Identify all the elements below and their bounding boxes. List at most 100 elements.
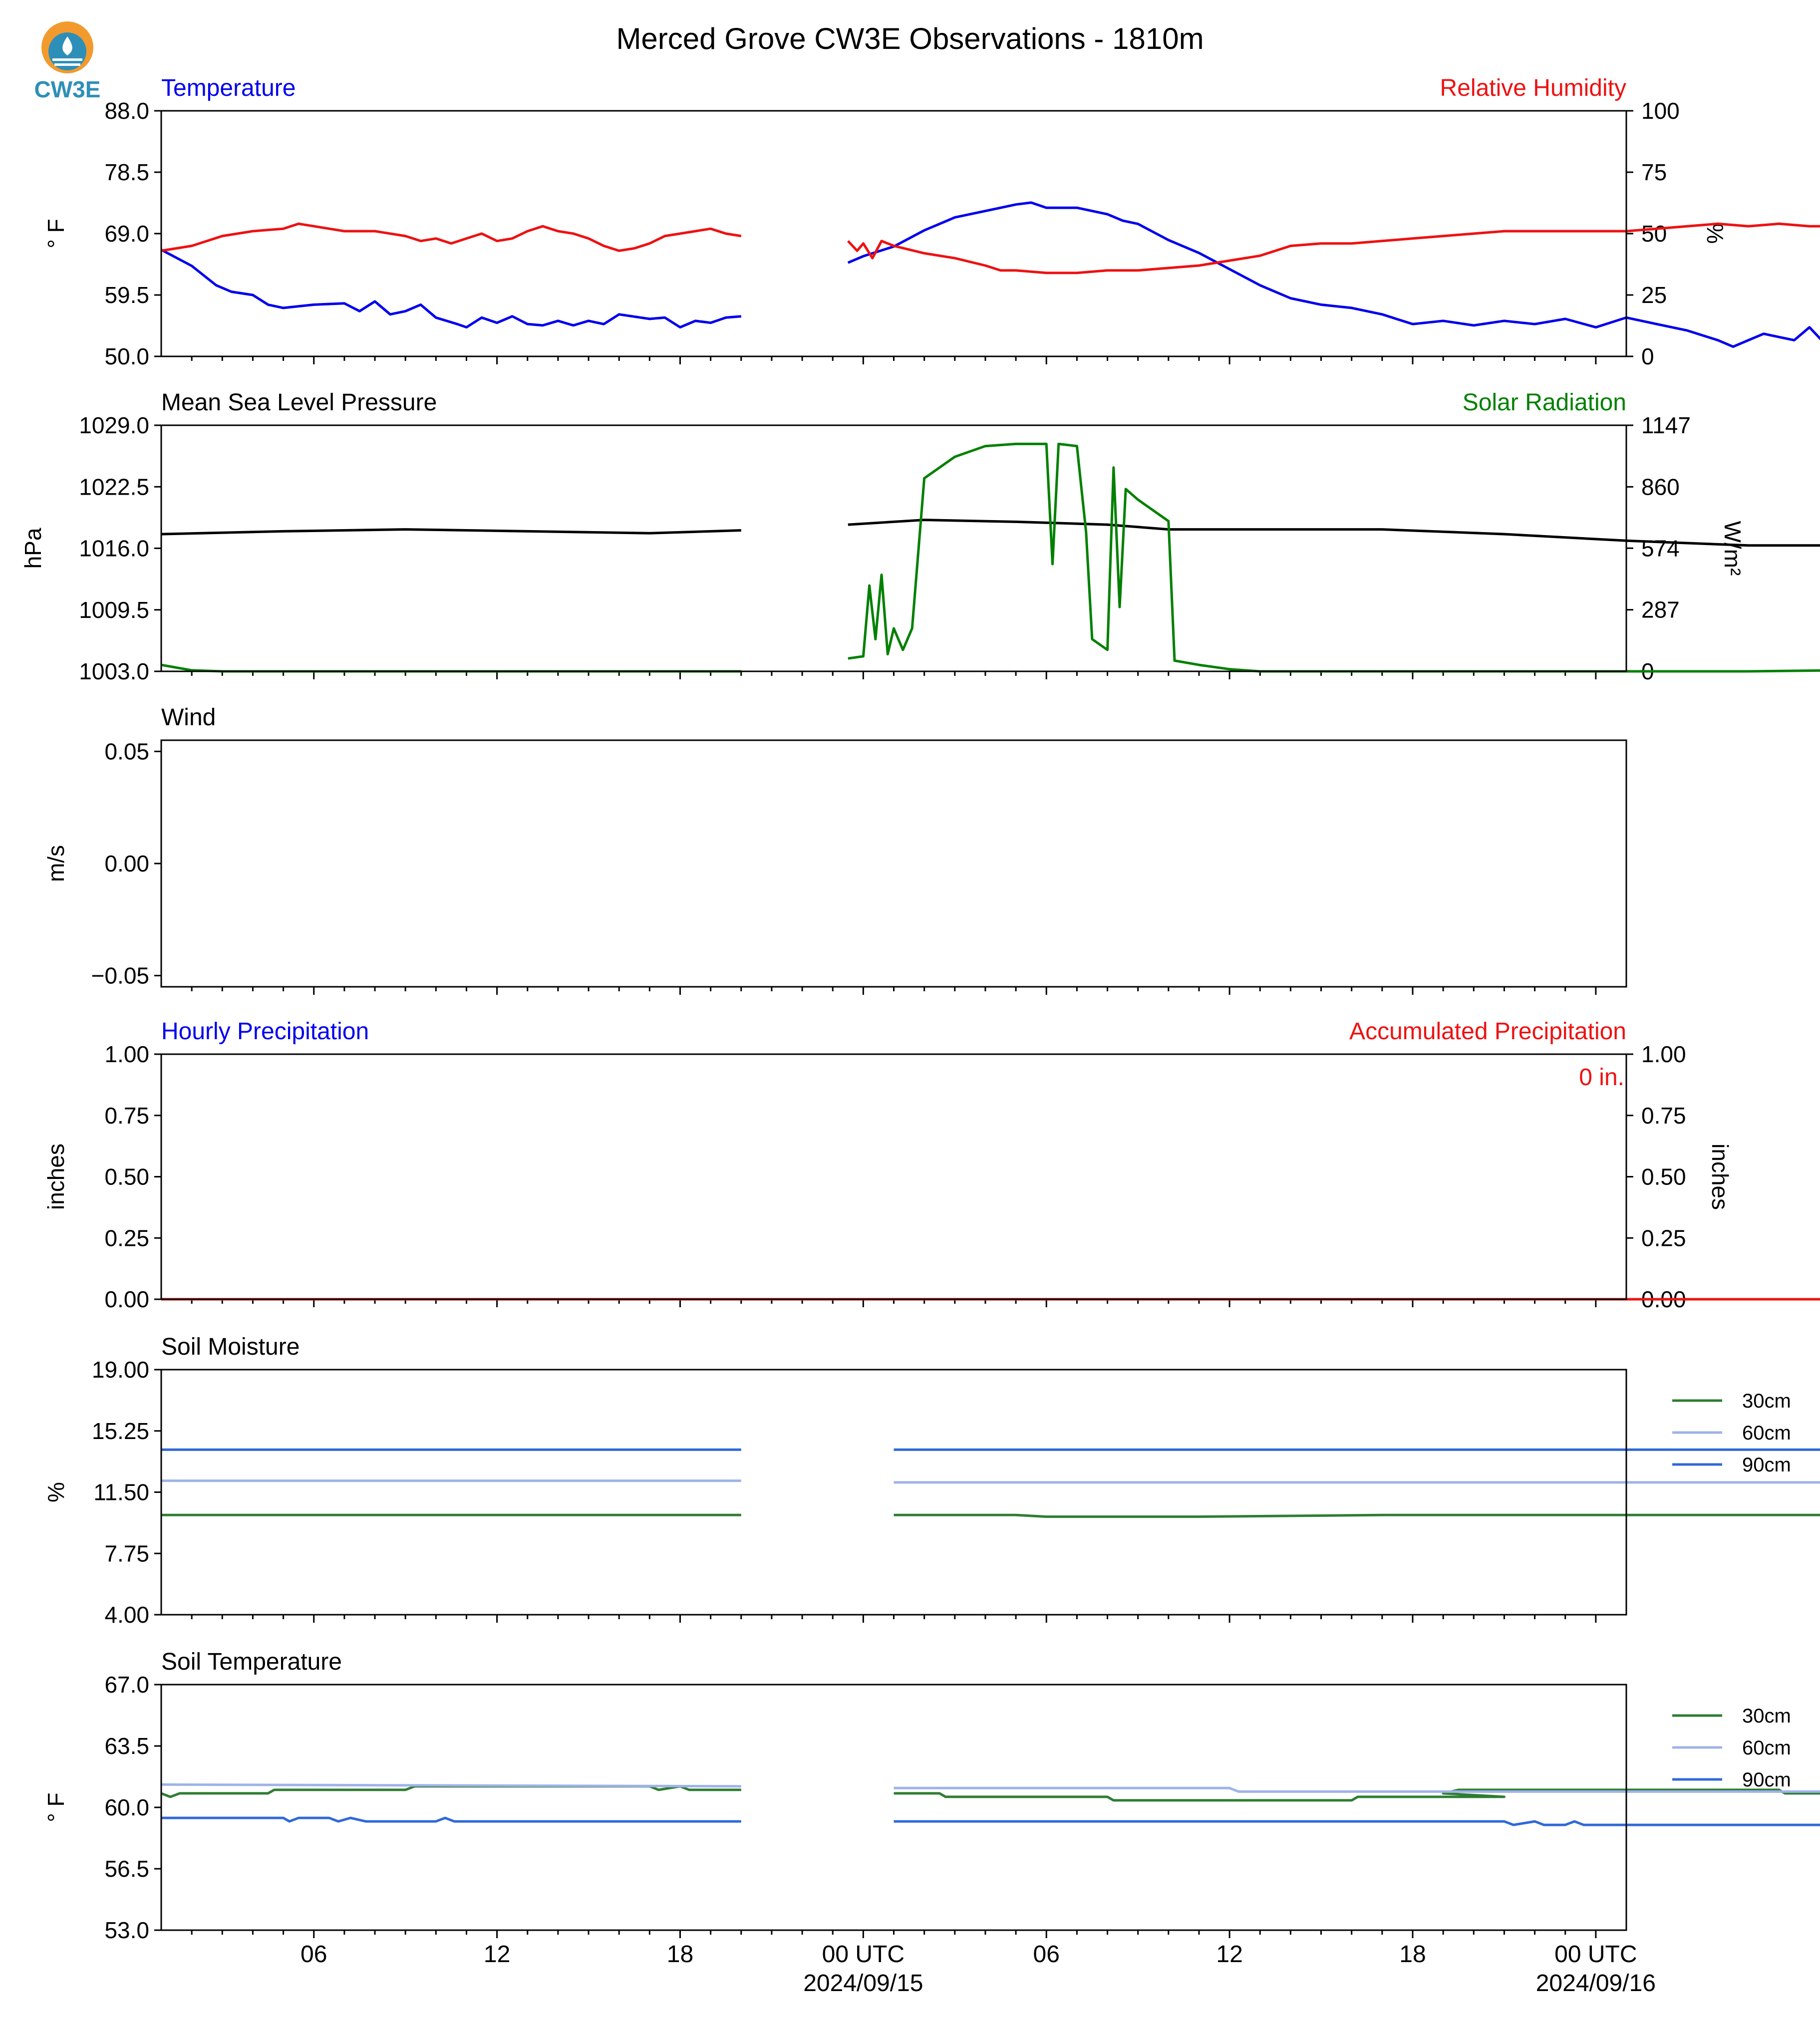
panel-title-left: Temperature [161,75,296,101]
y-axis-label: % [43,1482,69,1502]
y-tick-label: 60.0 [104,1794,149,1820]
y-tick-label: 1016.0 [79,536,149,562]
y-tick-label: 78.5 [104,159,149,185]
y-tick-label: 63.5 [104,1733,149,1759]
cw3e-logo-drop-icon [62,36,72,55]
y-tick-label: 4.00 [104,1602,149,1628]
y-tick-label: 0.00 [104,851,149,876]
series-line-30cm [894,1513,1820,1518]
plot-frame [160,424,1627,672]
panel-title-left: Soil Temperature [161,1649,342,1675]
cw3e-logo-text: CW3E [34,76,101,102]
series-line-mean-sea-level-pressure [848,519,1820,547]
y-tick-label: 11.50 [93,1479,149,1505]
y-right-tick-label: 100 [1641,98,1680,124]
legend-label: 90cm [1742,1454,1791,1476]
y-right-tick-label: 50 [1641,221,1667,247]
series-line-60cm [894,1786,1820,1793]
plot-frame [160,1053,1627,1300]
x-tick-label: 06 [301,1941,327,1968]
series-line-90cm [894,1820,1820,1826]
y-tick-label: 88.0 [104,98,149,124]
x-tick-label: 12 [1216,1941,1242,1968]
y-right-tick-label: 1147 [1641,412,1691,438]
y-tick-label: 0.25 [104,1225,149,1251]
y-tick-label: 15.25 [92,1418,149,1444]
legend-label: 30cm [1742,1705,1791,1727]
y-tick-label: −0.05 [91,963,149,989]
panels: Temperature Relative Humidity 50.0 59.5 69.0… [20,75,1820,1997]
panel-title-right: Solar Radiation [1463,389,1626,416]
legend-label: 30cm [1742,1390,1791,1412]
y-right-tick-label: 0.50 [1641,1164,1686,1190]
y-axis-label: ° F [43,1792,69,1822]
panel-4: Hourly Precipitation Accumulated Precipit… [43,1018,1820,1312]
series-line-relative-humidity [847,222,1820,275]
y-right-tick-label: 0.25 [1641,1225,1686,1251]
y-tick-label: 59.5 [104,282,149,308]
series-line-mean-sea-level-pressure [161,528,741,536]
figure-title: Merced Grove CW3E Observations - 1810m [616,22,1204,55]
y-right-tick-label: 0.75 [1641,1103,1686,1129]
y-tick-label: 0.75 [104,1103,149,1129]
series-line-90cm [161,1816,741,1823]
x-tick-label: 18 [1399,1941,1426,1968]
y-right-tick-label: 574 [1641,535,1680,561]
panel-title-right: Accumulated Precipitation [1349,1018,1626,1045]
y-tick-label: 0.05 [104,738,149,764]
y-tick-label: 56.5 [104,1856,149,1882]
y-right-tick-label: 287 [1641,597,1680,623]
y-right-tick-label: 75 [1641,159,1667,185]
x-tick-label: 00 UTC [1554,1941,1637,1968]
y-tick-label: 1022.5 [79,474,149,500]
y-right-axis-label: W/m² [1720,521,1746,576]
x-tick-date-label: 2024/09/16 [1536,1970,1656,1997]
series-line-30cm [894,1788,1820,1802]
y-right-tick-label: 25 [1641,282,1667,308]
plot-frame [160,1369,1627,1616]
panel-3: Wind −0.05 0.00 0.05 m/s [43,704,1627,995]
series-line-relative-humidity [161,222,742,252]
cw3e-logo-wave-2 [54,63,80,66]
series-line-temperature [847,201,1820,348]
legend-label: 60cm [1742,1422,1791,1444]
y-axis-label: hPa [20,528,46,569]
accumulated-total-label: 0 in. [1579,1064,1624,1091]
cw3e-logo-wave-1 [52,58,82,61]
y-axis-label: ° F [43,219,69,248]
y-tick-label: 0.50 [104,1164,149,1190]
y-tick-label: 19.00 [92,1357,149,1383]
series-line-solar-radiation [848,442,1820,673]
series-line-60cm [161,1783,741,1788]
panel-1: Temperature Relative Humidity 50.0 59.5 69.0… [43,75,1820,369]
x-tick-label: 00 UTC [822,1941,905,1968]
y-tick-label: 1003.0 [79,658,149,684]
y-right-axis-label: inches [1707,1144,1733,1210]
y-right-tick-label: 0 [1641,343,1654,369]
x-tick-label: 18 [667,1941,693,1968]
panel-6: Soil Temperature 53.0 56.5 60.0 63.5 67.0 ° F 3… [43,1649,1820,1943]
y-tick-label: 0.00 [104,1286,149,1312]
y-tick-label: 1009.5 [79,597,149,623]
x-tick-label: 12 [484,1941,510,1968]
x-tick-date-label: 2024/09/15 [803,1970,923,1997]
plot-frame [160,1684,1627,1931]
y-tick-label: 1029.0 [79,412,149,438]
legend-label: 60cm [1742,1737,1791,1759]
panel-title-right: Relative Humidity [1440,75,1626,101]
y-tick-label: 1.00 [104,1041,149,1067]
y-tick-label: 50.0 [104,343,149,369]
y-right-tick-label: 1.00 [1641,1041,1686,1067]
plot-frame [160,110,1627,357]
series-line-30cm [161,1785,741,1798]
y-axis-label: m/s [43,845,69,882]
panel-title-left: Soil Moisture [161,1334,300,1360]
y-right-tick-label: 860 [1641,474,1680,500]
panel-2: Mean Sea Level Pressure Solar Radiation 10… [20,389,1820,684]
y-axis-label: inches [43,1144,69,1210]
x-tick-label: 06 [1033,1941,1060,1968]
y-tick-label: 7.75 [104,1540,149,1566]
cw3e-logo: CW3E [34,21,101,102]
plot-frame [160,739,1627,988]
